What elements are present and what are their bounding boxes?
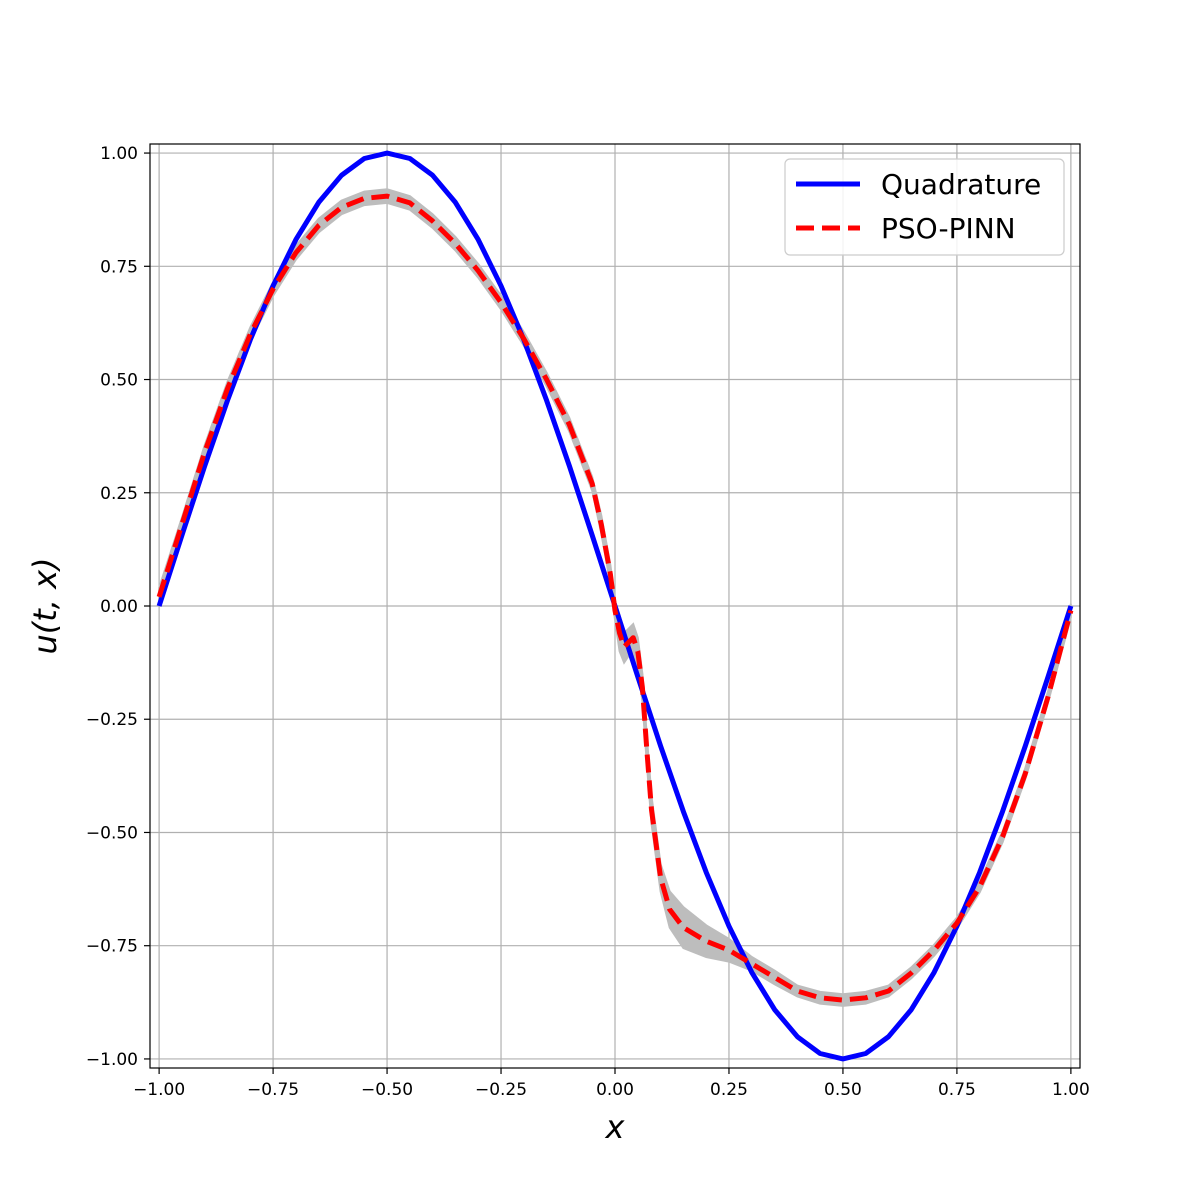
x-tick-label: 1.00 [1052,1080,1090,1100]
y-tick-label: 0.75 [100,257,138,277]
x-tick-label: 0.50 [824,1080,862,1100]
legend-label-quadrature: Quadrature [881,168,1041,201]
legend-label-pso-pinn: PSO-PINN [881,212,1016,245]
y-tick-label: 1.00 [100,144,138,164]
y-tick-label: −0.50 [86,823,138,843]
series-line-pso-pinn [156,193,1074,1003]
axis-ticks: −1.00 −0.75 −0.50 −0.25 0.00 0.25 0.50 0.75 1.00… [86,144,1090,1100]
y-tick-label: 0.50 [100,371,138,391]
y-tick-label: −0.75 [86,937,138,957]
x-tick-label: −0.50 [361,1080,413,1100]
x-tick-label: −0.25 [475,1080,527,1100]
x-tick-label: 0.25 [710,1080,748,1100]
x-tick-label: −0.75 [247,1080,299,1100]
x-tick-label: −1.00 [133,1080,185,1100]
y-axis-label: u(t, x) [26,557,64,654]
x-axis-label: x [605,1108,626,1146]
x-tick-label: 0.00 [596,1080,634,1100]
y-tick-label: 0.25 [100,484,138,504]
legend: Quadrature PSO-PINN [784,158,1065,256]
y-tick-label: 0.00 [100,597,138,617]
series-lines [156,150,1074,1062]
x-tick-label: 0.75 [938,1080,976,1100]
y-tick-label: −0.25 [86,710,138,730]
y-tick-label: −1.00 [86,1050,138,1070]
